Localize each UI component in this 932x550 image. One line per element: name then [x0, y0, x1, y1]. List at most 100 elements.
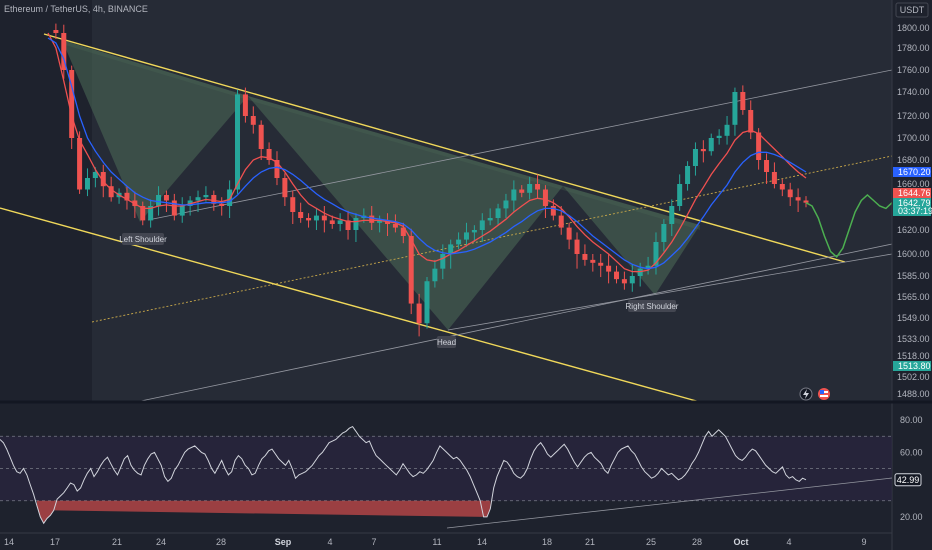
candle-body — [519, 189, 525, 193]
candle-body — [463, 232, 469, 240]
pattern-triangle — [248, 96, 563, 330]
time-tick-label: 18 — [542, 537, 552, 547]
candle-body — [53, 30, 59, 33]
price-tick-label: 1488.00 — [897, 389, 930, 399]
rsi-tick-label: 20.00 — [900, 512, 923, 522]
candle-body — [250, 116, 256, 125]
candle-body — [448, 244, 454, 254]
price-axis[interactable] — [892, 0, 932, 550]
candle-body — [724, 124, 730, 136]
pattern-label-text: Head — [437, 338, 456, 347]
candle-body — [345, 220, 351, 230]
candle-body — [764, 160, 770, 172]
candle-body — [771, 172, 777, 184]
price-label-box — [893, 188, 931, 198]
candle-body — [242, 94, 248, 116]
rsi-current-value: 42.99 — [897, 475, 920, 485]
forecast-path[interactable] — [805, 193, 893, 259]
time-tick-label: 14 — [4, 537, 14, 547]
rsi-current-box — [894, 473, 922, 487]
candle-body — [471, 230, 477, 233]
candle-body — [408, 236, 414, 304]
currency-label: USDT — [900, 5, 925, 15]
candle-body — [313, 215, 319, 221]
candle-body — [621, 279, 627, 284]
candle-body — [211, 195, 217, 204]
candle-body — [503, 200, 509, 209]
candle-body — [392, 224, 398, 228]
lightning-icon[interactable] — [799, 387, 813, 401]
candle-body — [195, 197, 201, 201]
candle-body — [258, 124, 264, 149]
price-label-text: 03:37:19 — [898, 206, 932, 216]
price-label-box — [893, 167, 931, 177]
candle-body — [779, 184, 785, 190]
rsi-line — [0, 425, 807, 525]
price-tick-label: 1565.00 — [897, 292, 930, 302]
candle-body — [282, 178, 288, 198]
price-tick-label: 1585.00 — [897, 271, 930, 281]
candle-body — [440, 254, 446, 269]
price-tick-label: 1549.00 — [897, 313, 930, 323]
candle-body — [629, 276, 635, 284]
price-tick-label: 1502.00 — [897, 372, 930, 382]
candle-body — [582, 254, 588, 260]
candle-body — [637, 268, 643, 276]
candle-body — [677, 184, 683, 206]
rsi-tick-label: 60.00 — [900, 447, 923, 457]
candle-body — [298, 212, 304, 218]
candle-body — [456, 239, 462, 245]
price-tick-label: 1620.00 — [897, 225, 930, 235]
time-tick-label: 11 — [432, 537, 441, 547]
time-tick-label: 21 — [112, 537, 122, 547]
candle-body — [479, 220, 485, 230]
candle-body — [495, 208, 501, 218]
candle-body — [732, 92, 738, 125]
candle-body — [661, 224, 667, 242]
currency-box[interactable] — [895, 2, 929, 18]
candle-body — [369, 215, 375, 223]
candle-body — [685, 166, 691, 184]
candle-body — [424, 281, 430, 324]
trend-channel[interactable] — [0, 33, 893, 403]
time-tick-label: 28 — [216, 537, 226, 547]
price-tick-label: 1740.00 — [897, 87, 930, 97]
candle-body — [590, 259, 596, 263]
candle-body — [321, 215, 327, 221]
pattern-triangle — [62, 40, 248, 222]
candle-body — [203, 195, 209, 198]
candle-body — [235, 94, 240, 190]
candle-body — [669, 206, 675, 224]
pattern-triangle — [563, 186, 700, 295]
time-axis-ticks: 14 17 21 24 28 Sep 4 7 11 14 18 21 25 28 Oct 4 9 — [4, 537, 867, 547]
candle-body — [377, 220, 383, 223]
lower-trendline — [0, 207, 701, 403]
pattern-label-text: Right Shoulder — [626, 302, 679, 311]
candle-body — [148, 206, 154, 221]
price-axis-ticks: 1800.00 1780.00 1760.00 1740.00 1720.00 1700.… — [897, 23, 930, 399]
price-tick-label: 1518.00 — [897, 351, 930, 361]
neckline — [447, 253, 893, 331]
candle-body — [329, 220, 335, 224]
price-tick-label: 1800.00 — [897, 23, 930, 33]
flag-icon[interactable] — [818, 388, 830, 400]
time-tick-label: 4 — [786, 537, 791, 547]
candle-body — [756, 132, 762, 160]
candle-body — [266, 149, 272, 160]
time-tick-label: 25 — [646, 537, 656, 547]
candle-body — [290, 197, 296, 212]
candle-body — [606, 265, 612, 272]
candle-body — [353, 218, 359, 230]
time-tick-label: 14 — [477, 537, 487, 547]
rsi-pane[interactable] — [0, 425, 893, 529]
time-tick-label: Sep — [275, 537, 292, 547]
moving-average-line — [47, 37, 807, 270]
candle-body — [227, 189, 233, 206]
candle-body — [274, 160, 280, 178]
candle-body — [574, 239, 580, 254]
head-and-shoulders-pattern[interactable] — [62, 40, 700, 330]
time-tick-label: 28 — [692, 537, 702, 547]
forecast-line — [805, 193, 893, 259]
